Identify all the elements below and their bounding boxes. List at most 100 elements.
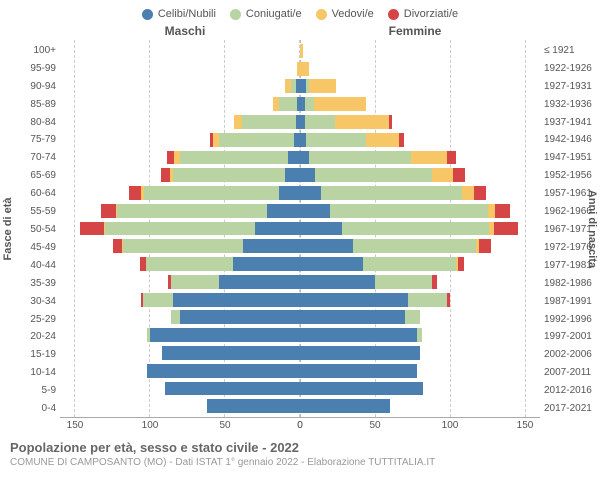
age-label: 15-19 [8, 346, 56, 364]
bar-segment [458, 257, 464, 271]
age-label: 80-84 [8, 114, 56, 132]
bar-female [300, 399, 540, 413]
bar-female [300, 115, 540, 129]
legend-item: Celibi/Nubili [142, 8, 216, 20]
bar-male [60, 346, 300, 360]
age-labels: 100+95-9990-9485-8980-8475-7970-7465-696… [8, 40, 60, 418]
bar-male [60, 133, 300, 147]
legend-label: Vedovi/e [332, 8, 374, 20]
bar-segment [162, 346, 300, 360]
bar-row [60, 95, 540, 113]
bar-segment [342, 222, 489, 236]
bar-segment [173, 168, 286, 182]
bar-male [60, 293, 300, 307]
bar-segment [300, 204, 330, 218]
bar-segment [315, 168, 432, 182]
bar-row [60, 344, 540, 362]
year-label: 1967-1971 [544, 221, 592, 239]
bar-segment [300, 382, 423, 396]
bar-segment [180, 151, 288, 165]
bar-segment [389, 115, 392, 129]
age-label: 10-14 [8, 364, 56, 382]
bar-row [60, 78, 540, 96]
legend-label: Celibi/Nubili [158, 8, 216, 20]
bar-segment [305, 115, 335, 129]
bar-segment [146, 257, 233, 271]
age-label: 95-99 [8, 60, 56, 78]
year-label: 1992-1996 [544, 311, 592, 329]
bar-male [60, 204, 300, 218]
bar-segment [488, 204, 496, 218]
age-label: 25-29 [8, 311, 56, 329]
bar-row [60, 291, 540, 309]
bar-segment [300, 310, 405, 324]
y-axis-title-left: Fasce di età [2, 198, 14, 261]
bar-female [300, 97, 540, 111]
bar-segment [279, 97, 297, 111]
bar-female [300, 275, 540, 289]
bar-male [60, 328, 300, 342]
bar-segment [417, 328, 422, 342]
bar-segment [113, 239, 122, 253]
bar-male [60, 186, 300, 200]
bar-segment [129, 186, 141, 200]
bar-row [60, 380, 540, 398]
bar-segment [300, 168, 315, 182]
bar-female [300, 310, 540, 324]
age-label: 30-34 [8, 293, 56, 311]
bar-male [60, 222, 300, 236]
bar-segment [219, 133, 294, 147]
bar-row [60, 149, 540, 167]
rows [60, 40, 540, 417]
bar-female [300, 151, 540, 165]
year-label: 1957-1961 [544, 185, 592, 203]
header-female: Femmine [300, 24, 530, 38]
bar-male [60, 97, 300, 111]
year-label: 1937-1941 [544, 114, 592, 132]
bar-female [300, 62, 540, 76]
bar-segment [321, 186, 462, 200]
bar-female [300, 222, 540, 236]
age-label: 35-39 [8, 275, 56, 293]
bar-segment [300, 275, 375, 289]
x-axis-right: 050100150 [300, 420, 540, 434]
bar-segment [167, 151, 175, 165]
bar-segment [432, 168, 453, 182]
year-label: 1972-1976 [544, 239, 592, 257]
bar-segment [462, 186, 474, 200]
bar-segment [267, 204, 300, 218]
bar-segment [288, 151, 300, 165]
bar-segment [143, 293, 173, 307]
bar-segment [447, 293, 450, 307]
bar-segment [80, 222, 104, 236]
bar-female [300, 293, 540, 307]
bar-segment [399, 133, 404, 147]
bar-segment [432, 275, 437, 289]
bar-segment [180, 310, 300, 324]
year-label: 1982-1986 [544, 275, 592, 293]
age-label: 75-79 [8, 132, 56, 150]
bar-segment [300, 346, 420, 360]
column-headers: Maschi Femmine [0, 24, 600, 40]
bar-segment [314, 97, 367, 111]
x-axis-left: 050100150 [60, 420, 300, 434]
year-label: 1927-1931 [544, 78, 592, 96]
year-label: 2007-2011 [544, 364, 592, 382]
bar-segment [335, 115, 389, 129]
x-tick: 100 [142, 420, 159, 431]
bar-male [60, 275, 300, 289]
bar-segment [255, 222, 300, 236]
bar-segment [165, 382, 300, 396]
age-label: 65-69 [8, 167, 56, 185]
bar-segment [305, 97, 314, 111]
year-label: 1952-1956 [544, 167, 592, 185]
age-label: 90-94 [8, 78, 56, 96]
footer: Popolazione per età, sesso e stato civil… [0, 434, 600, 468]
bar-segment [285, 168, 300, 182]
bar-segment [300, 186, 321, 200]
age-label: 0-4 [8, 400, 56, 418]
age-label: 70-74 [8, 149, 56, 167]
legend: Celibi/NubiliConiugati/eVedovi/eDivorzia… [0, 0, 600, 24]
bar-segment [234, 115, 242, 129]
legend-item: Coniugati/e [230, 8, 302, 20]
